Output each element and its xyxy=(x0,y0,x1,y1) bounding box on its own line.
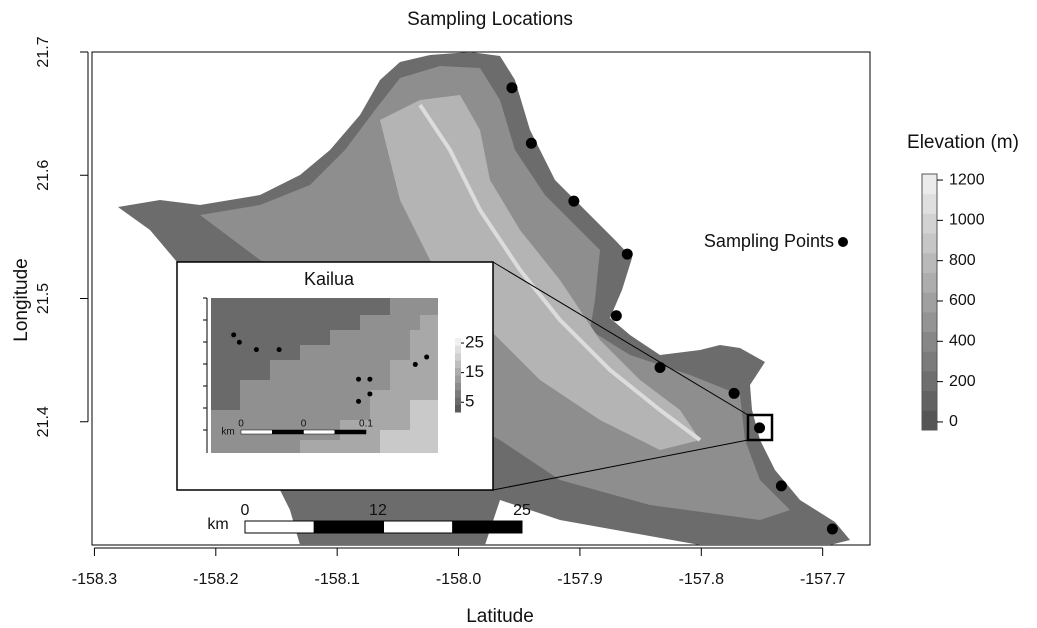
inset-colorbar-band xyxy=(455,390,461,398)
colorbar-band xyxy=(922,410,937,430)
colorbar-band xyxy=(922,351,937,371)
scale-segment xyxy=(384,521,453,533)
inset-colorbar-band xyxy=(455,382,461,390)
colorbar-band xyxy=(922,194,937,214)
x-tick-label: -158.3 xyxy=(72,571,117,588)
map-figure: Sampling Locations Latitude Longitude El… xyxy=(0,0,1037,628)
inset-point xyxy=(254,347,259,352)
chart-title: Sampling Locations xyxy=(407,9,573,30)
sampling-point xyxy=(776,480,787,491)
colorbar-tick-label: 800 xyxy=(949,252,976,269)
colorbar-band xyxy=(922,312,937,332)
colorbar-tick-label: 1200 xyxy=(949,171,985,188)
legend-marker xyxy=(838,237,848,247)
x-tick-label: -157.9 xyxy=(557,571,602,588)
inset-scale-segment xyxy=(335,430,366,434)
x-tick-label: -158.0 xyxy=(436,571,481,588)
x-axis-label: Latitude xyxy=(466,606,534,627)
colorbar-band xyxy=(922,332,937,352)
inset-title: Kailua xyxy=(304,269,355,289)
colorbar-band xyxy=(922,174,937,194)
colorbar-tick-label: 200 xyxy=(949,373,976,390)
scale-label: 25 xyxy=(513,502,531,519)
inset-colorbar-band xyxy=(455,338,461,346)
scale-segment xyxy=(453,521,522,533)
legend-label: Sampling Points xyxy=(704,231,834,251)
inset-scale-segment xyxy=(272,430,303,434)
inset-colorbar-band xyxy=(455,360,461,368)
inset-colorbar-band xyxy=(455,368,461,376)
inset-point xyxy=(367,377,372,382)
inset-scale-label: 0 xyxy=(238,419,244,430)
colorbar-band xyxy=(922,391,937,411)
colorbar-tick-label: 0 xyxy=(949,413,958,430)
sampling-point xyxy=(568,196,579,207)
inset-colorbar-band xyxy=(455,345,461,353)
page: Sampling Locations Latitude Longitude El… xyxy=(0,0,1037,628)
inset-colorbar-band xyxy=(455,353,461,361)
sampling-point xyxy=(526,138,537,149)
inset-point xyxy=(277,347,282,352)
sampling-point xyxy=(622,249,633,260)
sampling-point xyxy=(611,310,622,321)
scale-unit: km xyxy=(207,516,228,533)
inset-point xyxy=(356,377,361,382)
inset-point xyxy=(424,355,429,360)
colorbar-band xyxy=(922,233,937,253)
colorbar-band xyxy=(922,213,937,233)
scale-segment xyxy=(245,521,314,533)
y-tick-label: 21.4 xyxy=(35,406,52,437)
inset-colorbar-band xyxy=(455,397,461,405)
colorbar-tick-label: 600 xyxy=(949,292,976,309)
inset-colorbar-label: 15 xyxy=(465,362,484,381)
inset-colorbar-band xyxy=(455,405,461,413)
y-tick-label: 21.5 xyxy=(35,283,52,314)
scale-label: 0 xyxy=(241,502,250,519)
inset-point xyxy=(231,332,236,337)
x-tick-label: -157.7 xyxy=(800,571,845,588)
inset-colorbar-label: 5 xyxy=(465,392,474,411)
inset-colorbar-band xyxy=(455,375,461,383)
y-tick-label: 21.6 xyxy=(35,160,52,191)
sampling-point xyxy=(655,362,666,373)
inset-scale-label: 0.1 xyxy=(359,419,373,430)
x-tick-label: -158.2 xyxy=(193,571,238,588)
colorbar-band xyxy=(922,292,937,312)
x-tick-label: -157.8 xyxy=(679,571,724,588)
inset-scale-segment xyxy=(304,430,335,434)
inset-colorbar-label: 25 xyxy=(465,333,484,352)
inset-point xyxy=(356,399,361,404)
inset xyxy=(177,262,493,490)
sampling-point xyxy=(506,82,517,93)
inset-scale-unit: km xyxy=(221,427,234,438)
inset-point xyxy=(367,391,372,396)
colorbar-band xyxy=(922,371,937,391)
sampling-point xyxy=(827,523,838,534)
colorbar-band xyxy=(922,253,937,273)
y-tick-label: 21.7 xyxy=(35,36,52,67)
colorbar-tick-label: 1000 xyxy=(949,212,985,229)
inset-scale-segment xyxy=(241,430,272,434)
sampling-point xyxy=(729,388,740,399)
sampling-point xyxy=(754,422,765,433)
y-axis-label: Longitude xyxy=(11,258,32,341)
inset-scale-label: 0 xyxy=(301,419,307,430)
scale-segment xyxy=(314,521,383,533)
x-tick-label: -158.1 xyxy=(314,571,359,588)
colorbar-band xyxy=(922,272,937,292)
inset-point xyxy=(413,362,418,367)
inset-point xyxy=(237,340,242,345)
scale-label: 12 xyxy=(369,502,387,519)
colorbar-title: Elevation (m) xyxy=(907,132,1019,153)
colorbar-tick-label: 400 xyxy=(949,333,976,350)
